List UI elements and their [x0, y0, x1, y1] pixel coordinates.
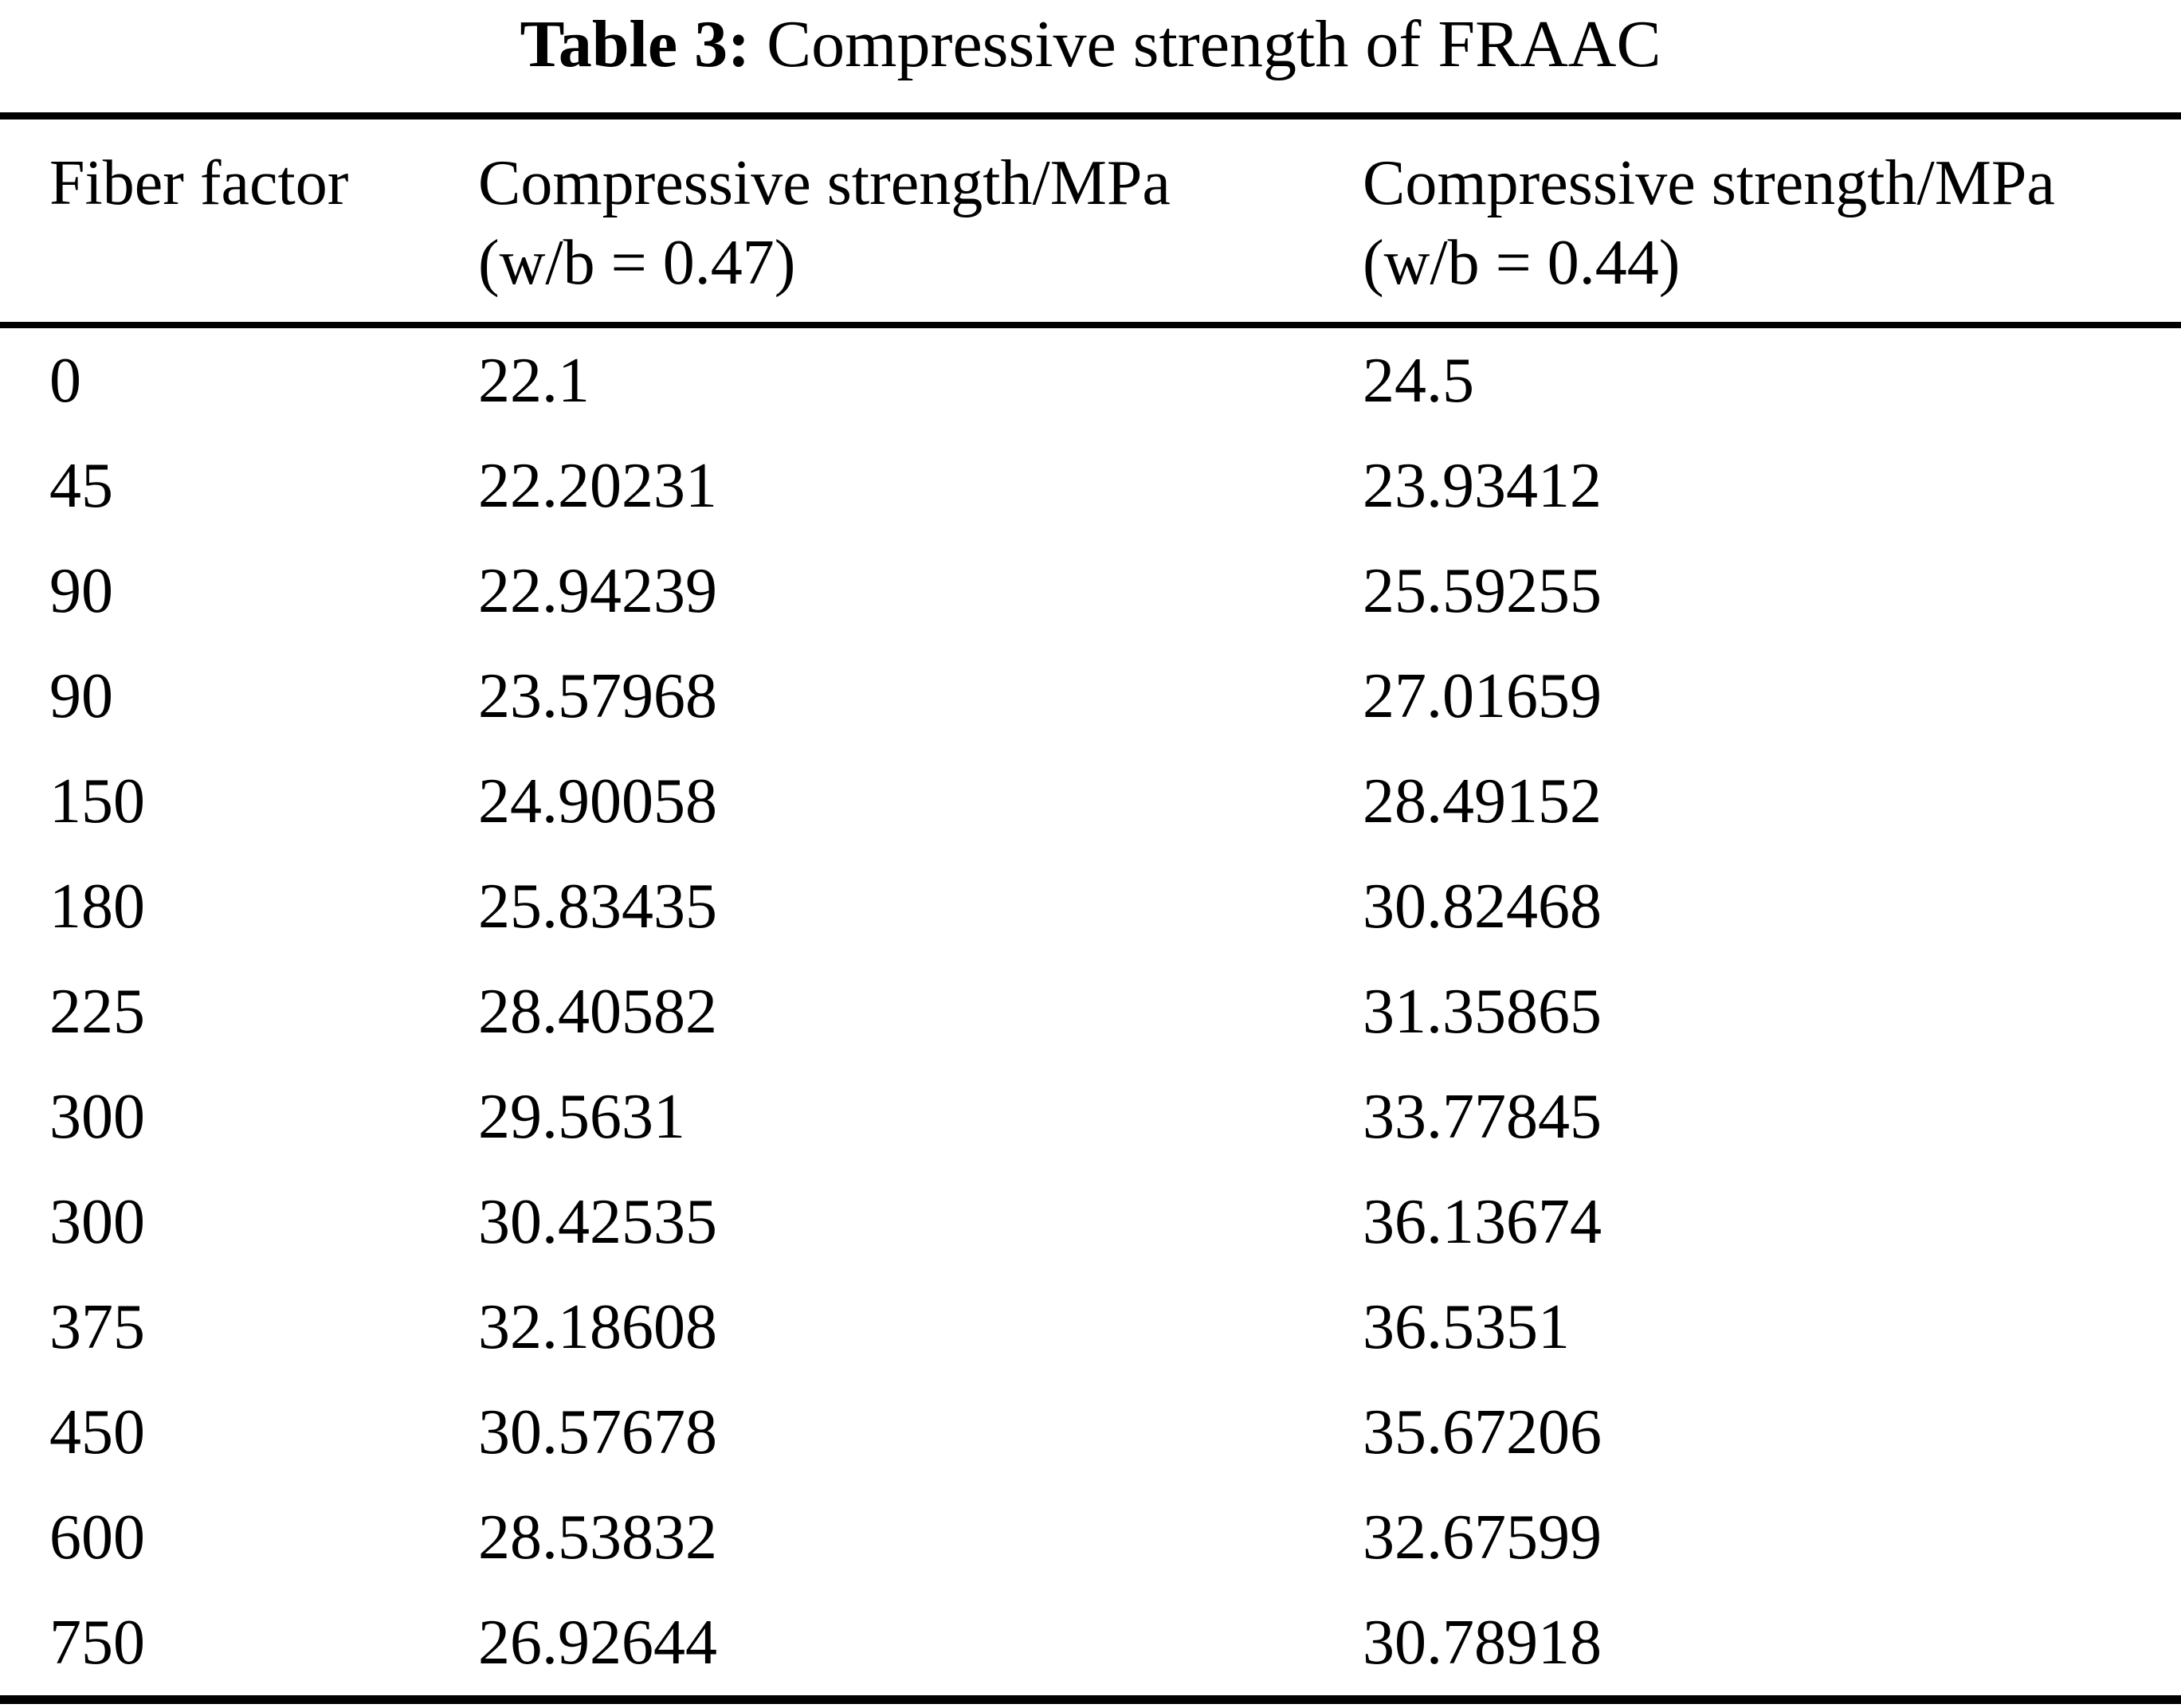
table-row: 375 32.18608 36.5351	[0, 1275, 2181, 1380]
table-row: 180 25.83435 30.82468	[0, 854, 2181, 959]
cell-fiber-factor: 90	[49, 661, 113, 732]
column-header-strength-wb044: Compressive strength/MPa (w/b = 0.44)	[1363, 116, 2181, 329]
column-header-strength-wb047: Compressive strength/MPa (w/b = 0.47)	[478, 116, 1363, 329]
table-caption: Table 3: Compressive strength of FRAAC	[0, 0, 2181, 84]
cell-fiber-factor: 600	[49, 1502, 145, 1573]
cell-strength-wb044: 28.49152	[1363, 766, 1602, 837]
cell-strength-wb047: 23.57968	[478, 661, 717, 732]
cell-strength-wb047: 22.20231	[478, 451, 717, 522]
cell-fiber-factor: 225	[49, 977, 145, 1048]
cell-fiber-factor: 375	[49, 1292, 145, 1363]
cell-strength-wb044: 36.5351	[1363, 1292, 1570, 1363]
cell-strength-wb044: 27.01659	[1363, 661, 1602, 732]
cell-fiber-factor: 750	[49, 1608, 145, 1679]
table-row: 600 28.53832 32.67599	[0, 1485, 2181, 1590]
cell-strength-wb044: 36.13674	[1363, 1187, 1602, 1258]
cell-fiber-factor: 450	[49, 1397, 145, 1468]
table-row: 300 29.5631 33.77845	[0, 1064, 2181, 1169]
cell-strength-wb047: 28.40582	[478, 977, 717, 1048]
cell-strength-wb044: 25.59255	[1363, 556, 1602, 627]
cell-fiber-factor: 90	[49, 556, 113, 627]
cell-strength-wb044: 23.93412	[1363, 451, 1602, 522]
cell-fiber-factor: 150	[49, 766, 145, 837]
cell-strength-wb047: 24.90058	[478, 766, 717, 837]
cell-strength-wb044: 24.5	[1363, 346, 1474, 417]
table-row: 90 22.94239 25.59255	[0, 539, 2181, 644]
cell-strength-wb047: 25.83435	[478, 872, 717, 942]
table-caption-text: Compressive strength of FRAAC	[750, 7, 1661, 81]
cell-strength-wb044: 30.78918	[1363, 1608, 1602, 1679]
table-row: 45 22.20231 23.93412	[0, 433, 2181, 539]
cell-strength-wb044: 31.35865	[1363, 977, 1602, 1048]
table-row: 150 24.90058 28.49152	[0, 749, 2181, 854]
table-row: 300 30.42535 36.13674	[0, 1169, 2181, 1275]
cell-strength-wb047: 22.1	[478, 346, 590, 417]
cell-strength-wb047: 30.42535	[478, 1187, 717, 1258]
cell-strength-wb047: 22.94239	[478, 556, 717, 627]
cell-strength-wb047: 30.57678	[478, 1397, 717, 1468]
table-header: Fiber factor Compressive strength/MPa (w…	[0, 116, 2181, 329]
table-body: 0 22.1 24.5 45 22.20231 23.93412 90 22.9…	[0, 325, 2181, 1700]
table-row: 450 30.57678 35.67206	[0, 1380, 2181, 1485]
cell-strength-wb044: 35.67206	[1363, 1397, 1602, 1468]
cell-fiber-factor: 300	[49, 1187, 145, 1258]
cell-strength-wb044: 32.67599	[1363, 1502, 1602, 1573]
cell-strength-wb044: 30.82468	[1363, 872, 1602, 942]
cell-fiber-factor: 300	[49, 1082, 145, 1153]
cell-strength-wb047: 28.53832	[478, 1502, 717, 1573]
cell-fiber-factor: 180	[49, 872, 145, 942]
table-caption-label: Table 3:	[520, 7, 751, 81]
cell-fiber-factor: 0	[49, 346, 81, 417]
cell-strength-wb044: 33.77845	[1363, 1082, 1602, 1153]
table-row: 0 22.1 24.5	[0, 325, 2181, 433]
table-row: 225 28.40582 31.35865	[0, 959, 2181, 1064]
table-row: 750 26.92644 30.78918	[0, 1590, 2181, 1700]
column-header-fiber-factor: Fiber factor	[0, 116, 478, 329]
cell-strength-wb047: 32.18608	[478, 1292, 717, 1363]
compressive-strength-table: Fiber factor Compressive strength/MPa (w…	[0, 112, 2181, 1705]
cell-fiber-factor: 45	[49, 451, 113, 522]
cell-strength-wb047: 26.92644	[478, 1608, 717, 1679]
table-row: 90 23.57968 27.01659	[0, 644, 2181, 749]
cell-strength-wb047: 29.5631	[478, 1082, 685, 1153]
table-header-row: Fiber factor Compressive strength/MPa (w…	[0, 116, 2181, 329]
